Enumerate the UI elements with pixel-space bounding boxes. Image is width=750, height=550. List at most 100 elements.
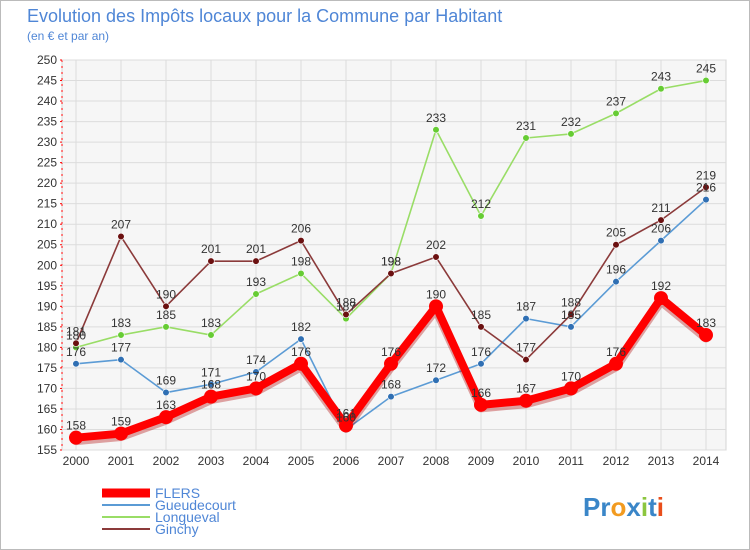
y-tick-label: 250: [37, 53, 57, 67]
data-label-longueval: 198: [381, 254, 401, 268]
y-tick-label: 195: [37, 279, 57, 293]
data-point-ginchy: [117, 232, 125, 241]
data-label-ginchy: 181: [66, 324, 86, 338]
data-point-flers: [204, 389, 218, 404]
y-tick-label: 205: [37, 238, 57, 252]
y-tick-label: 180: [37, 340, 57, 354]
series-layer: [69, 76, 713, 446]
data-point-flers: [159, 410, 173, 425]
data-label-flers: 158: [66, 419, 86, 433]
data-point-flers: [294, 356, 308, 371]
data-point-ginchy: [612, 241, 620, 249]
x-tick-label: 2003: [198, 454, 225, 468]
data-label-longueval: 198: [291, 254, 311, 268]
data-label-ginchy: 202: [426, 238, 446, 252]
data-point-ginchy: [252, 257, 260, 265]
data-point-gueudecourt: [567, 323, 575, 331]
data-point-gueudecourt: [522, 315, 530, 323]
data-label-longueval: 180: [66, 328, 86, 342]
data-label-ginchy: 207: [111, 218, 131, 232]
data-label-ginchy: 185: [471, 308, 491, 322]
data-point-longueval: [432, 126, 440, 134]
data-point-longueval: [297, 269, 305, 278]
data-point-gueudecourt: [72, 360, 80, 368]
data-label-flers: 190: [426, 287, 446, 301]
data-label-longueval: 193: [246, 275, 266, 289]
legend-label-gueudecourt: Gueudecourt: [155, 497, 236, 513]
data-label-flers: 183: [696, 316, 716, 330]
data-point-gueudecourt: [432, 376, 440, 384]
data-label-gueudecourt: 216: [696, 181, 716, 195]
data-point-gueudecourt: [162, 388, 170, 397]
data-point-ginchy: [387, 269, 395, 278]
data-label-ginchy: 206: [291, 222, 311, 236]
data-label-flers: 167: [516, 382, 536, 396]
data-label-longueval: 231: [516, 119, 536, 133]
data-label-gueudecourt: 176: [471, 345, 491, 359]
data-label-gueudecourt: 182: [291, 320, 311, 334]
data-label-flers: 192: [651, 279, 671, 293]
data-point-flers: [339, 418, 353, 433]
chart-subtitle: (en € et par an): [27, 29, 109, 43]
x-tick-label: 2004: [243, 454, 270, 468]
data-point-longueval: [207, 331, 215, 339]
data-label-ginchy: 211: [651, 201, 670, 215]
data-label-gueudecourt: 176: [66, 345, 86, 359]
data-point-gueudecourt: [702, 195, 710, 204]
data-point-gueudecourt: [387, 393, 395, 401]
axis-layer: 155 160 165 170 175 180 185 190 195 200 205 210 215 2…: [37, 53, 720, 468]
data-point-gueudecourt: [207, 380, 215, 388]
data-label-flers: 176: [291, 345, 311, 359]
data-point-longueval: [657, 85, 665, 93]
logo-text: Proxiti: [583, 492, 664, 522]
data-label-gueudecourt: 206: [651, 222, 671, 236]
y-tick-label: 230: [37, 135, 57, 149]
y-tick-label: 200: [37, 258, 57, 272]
y-tick-label: 160: [37, 422, 57, 436]
plot-area: [61, 59, 727, 451]
legend-label-ginchy: Ginchy: [155, 521, 199, 537]
data-point-longueval: [522, 134, 530, 142]
data-label-gueudecourt: 169: [156, 374, 176, 388]
data-label-gueudecourt: 196: [606, 263, 626, 277]
data-label-flers: 170: [246, 369, 266, 383]
x-tick-label: 2012: [603, 454, 630, 468]
data-point-longueval: [252, 290, 260, 298]
data-point-longueval: [612, 109, 620, 117]
x-tick-label: 2011: [558, 454, 584, 468]
data-label-flers: 163: [156, 398, 176, 412]
data-label-gueudecourt: 171: [201, 365, 221, 379]
y-tick-label: 215: [37, 197, 57, 211]
data-point-ginchy: [522, 356, 530, 364]
y-tick-label: 210: [37, 217, 57, 231]
data-label-ginchy: 201: [201, 242, 221, 256]
legend-label-flers: FLERS: [155, 485, 200, 501]
y-tick-label: 190: [37, 299, 57, 313]
chart-title: Evolution des Impôts locaux pour la Comm…: [27, 6, 502, 26]
data-point-ginchy: [207, 257, 215, 265]
label-layer: 158 159 163 168 170 176 161 176 190 166 167 170 176 1…: [66, 62, 716, 433]
data-label-flers: 166: [471, 386, 491, 400]
data-point-longueval: [162, 323, 170, 331]
data-label-ginchy: 205: [606, 226, 626, 240]
y-tick-label: 185: [37, 320, 57, 334]
data-label-longueval: 232: [561, 115, 581, 129]
x-tick-label: 2006: [333, 454, 360, 468]
data-point-ginchy: [342, 310, 350, 319]
data-label-longueval: 187: [336, 300, 356, 314]
x-tick-label: 2013: [648, 454, 675, 468]
x-tick-label: 2002: [153, 454, 180, 468]
data-label-gueudecourt: 185: [561, 308, 581, 322]
x-tick-label: 2009: [468, 454, 495, 468]
y-tick-label: 165: [37, 402, 57, 416]
data-point-gueudecourt: [657, 237, 665, 245]
data-label-flers: 170: [561, 369, 581, 383]
data-label-ginchy: 188: [336, 296, 356, 310]
data-point-flers: [429, 299, 443, 314]
legend-label-longueval: Longueval: [155, 509, 220, 525]
x-tick-label: 2010: [513, 454, 540, 468]
data-label-longueval: 233: [426, 111, 446, 125]
data-label-flers: 159: [111, 415, 131, 429]
